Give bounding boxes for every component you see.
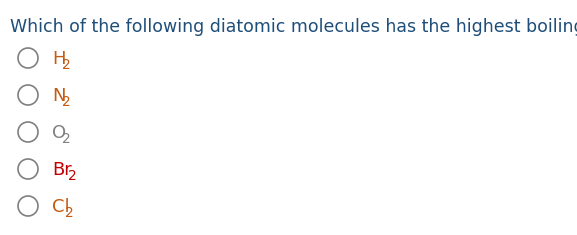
Text: H: H [52, 50, 66, 68]
Text: Cl: Cl [52, 198, 70, 216]
Text: Which of the following diatomic molecules has the highest boiling point?: Which of the following diatomic molecule… [10, 18, 577, 36]
Text: 2: 2 [65, 206, 74, 220]
Text: 2: 2 [68, 169, 77, 183]
Text: Br: Br [52, 161, 72, 179]
Text: O: O [52, 124, 66, 142]
Text: 2: 2 [62, 58, 71, 72]
Text: 2: 2 [62, 95, 71, 109]
Text: N: N [52, 87, 66, 105]
Text: 2: 2 [62, 132, 71, 146]
